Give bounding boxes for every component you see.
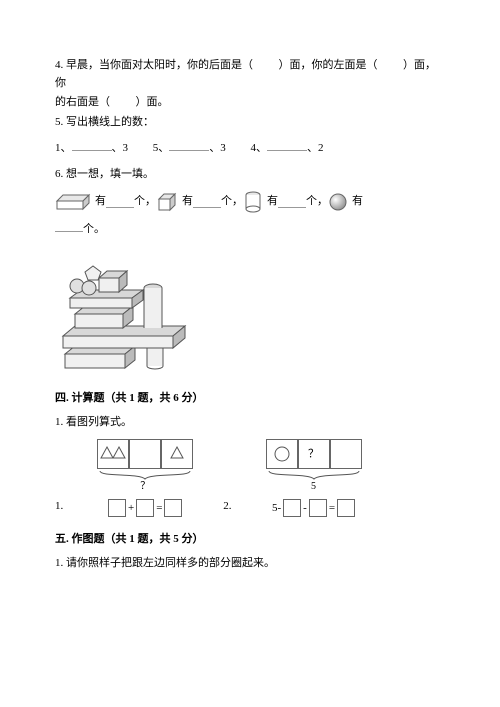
block-figure bbox=[55, 246, 445, 376]
q6-have-3: 有 bbox=[267, 193, 278, 211]
eq1-top bbox=[97, 439, 193, 469]
seq-1-tail: 、3 bbox=[112, 142, 129, 154]
eq-sign: = bbox=[156, 500, 162, 518]
box bbox=[129, 439, 161, 469]
sphere-icon bbox=[328, 192, 348, 212]
q6-ge-1: 个， bbox=[134, 193, 156, 211]
q6-ge-3: 个， bbox=[306, 193, 328, 211]
q6-ge-4: 个。 bbox=[83, 223, 105, 235]
blank bbox=[72, 139, 112, 151]
seq-2: 5、 、3 bbox=[153, 139, 226, 158]
q4-text-b: ）面，你的左面是（ bbox=[279, 59, 378, 71]
plus-sign: + bbox=[128, 500, 134, 518]
label-2: 2. bbox=[223, 498, 231, 516]
q6-row2: 个。 bbox=[55, 220, 445, 239]
minus-sign: - bbox=[303, 500, 307, 518]
blank bbox=[106, 196, 134, 208]
blank bbox=[278, 196, 306, 208]
blank bbox=[193, 196, 221, 208]
equation-figures: 1. ？ + = 2. bbox=[55, 439, 445, 517]
seq-3: 4、 、2 bbox=[251, 139, 324, 158]
seq-3-tail: 、2 bbox=[307, 142, 324, 154]
box bbox=[97, 439, 129, 469]
eq-sign: = bbox=[329, 500, 335, 518]
eq1-line: + = bbox=[108, 499, 182, 517]
sec4-q1: 1. 看图列算式。 bbox=[55, 414, 445, 432]
input-box bbox=[337, 499, 355, 517]
q4-line1: 4. 早晨，当你面对太阳时，你的后面是（ ）面，你的左面是（ ）面，你 bbox=[55, 57, 445, 92]
seq-1: 1、 、3 bbox=[55, 139, 128, 158]
seq-2-n: 5、 bbox=[153, 142, 170, 154]
box bbox=[266, 439, 298, 469]
label-1: 1. bbox=[55, 498, 63, 516]
input-box bbox=[309, 499, 327, 517]
q4-text-d: 的右面是（ bbox=[55, 96, 110, 108]
eq2-five: 5 bbox=[311, 479, 316, 495]
blank bbox=[267, 139, 307, 151]
eq1-qmark: ？ bbox=[140, 479, 150, 495]
blank bbox=[169, 139, 209, 151]
eq-block-1: ？ + = bbox=[97, 439, 193, 517]
seq-3-n: 4、 bbox=[251, 142, 268, 154]
input-box bbox=[164, 499, 182, 517]
qmark-in-box: ？ bbox=[308, 446, 319, 464]
q4-text-e: ）面。 bbox=[136, 96, 169, 108]
cube-icon bbox=[156, 191, 178, 213]
input-box bbox=[136, 499, 154, 517]
eq2-line: 5- - = bbox=[272, 499, 355, 517]
box bbox=[161, 439, 193, 469]
eq2-top: ？ bbox=[266, 439, 362, 469]
q6-ge-2: 个， bbox=[221, 193, 243, 211]
input-box bbox=[108, 499, 126, 517]
q6-have-4: 有 bbox=[352, 193, 363, 211]
eq-block-2: ？ 5 5- - = bbox=[266, 439, 362, 517]
input-box bbox=[283, 499, 301, 517]
q6-title: 6. 想一想，填一填。 bbox=[55, 166, 445, 184]
sec5-q1: 1. 请你照样子把跟左边同样多的部分圈起来。 bbox=[55, 555, 445, 573]
q6-have-2: 有 bbox=[182, 193, 193, 211]
seq-1-n: 1、 bbox=[55, 142, 72, 154]
cuboid-icon bbox=[55, 191, 91, 213]
q6-shapes-row: 有 个， 有 个， 有 个， bbox=[55, 190, 445, 214]
box bbox=[330, 439, 362, 469]
section-5-title: 五. 作图题（共 1 题，共 5 分） bbox=[55, 531, 445, 549]
q4-line2: 的右面是（ ）面。 bbox=[55, 94, 445, 112]
q4-text-a: 4. 早晨，当你面对太阳时，你的后面是（ bbox=[55, 59, 253, 71]
section-4-title: 四. 计算题（共 1 题，共 6 分） bbox=[55, 390, 445, 408]
q5-title: 5. 写出横线上的数： bbox=[55, 114, 445, 132]
five-minus: 5- bbox=[272, 500, 281, 518]
worksheet-page: 4. 早晨，当你面对太阳时，你的后面是（ ）面，你的左面是（ ）面，你 的右面是… bbox=[0, 0, 500, 595]
seq-2-tail: 、3 bbox=[209, 142, 226, 154]
q5-sequences: 1、 、3 5、 、3 4、 、2 bbox=[55, 139, 445, 158]
cylinder-icon bbox=[243, 190, 263, 214]
blank bbox=[55, 220, 83, 232]
box: ？ bbox=[298, 439, 330, 469]
q6-have-1: 有 bbox=[95, 193, 106, 211]
